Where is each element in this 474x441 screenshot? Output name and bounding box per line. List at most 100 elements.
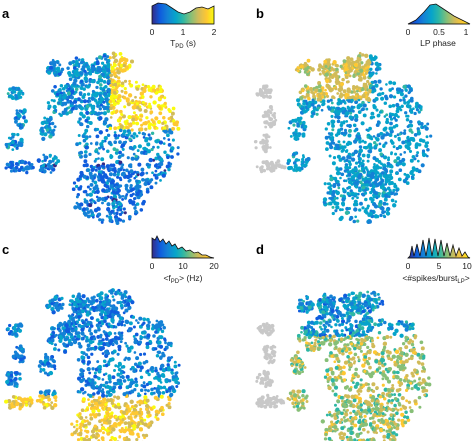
scatter-point <box>262 84 266 89</box>
scatter-point <box>282 165 287 170</box>
scatter-point <box>154 175 159 180</box>
scatter-point <box>137 144 142 149</box>
scatter-point <box>113 332 117 335</box>
scatter-point <box>340 201 346 206</box>
scatter-point <box>399 407 403 411</box>
scatter-point <box>398 98 403 102</box>
scatter-point <box>353 352 358 357</box>
scatter-point <box>342 120 346 123</box>
scatter-point <box>118 52 123 56</box>
scatter-point <box>40 127 44 131</box>
scatter-point <box>348 141 353 146</box>
scatter-point <box>90 352 94 356</box>
scatter-point <box>363 342 367 347</box>
scatter-point <box>359 431 363 435</box>
scatter-point <box>391 417 395 421</box>
scatter-point <box>94 142 99 146</box>
scatter-point <box>357 57 362 62</box>
scatter-point <box>382 127 387 132</box>
panel-b-histogram <box>407 3 471 25</box>
scatter-point <box>369 190 373 195</box>
scatter-point <box>421 389 425 393</box>
scatter-point <box>366 362 371 366</box>
scatter-point <box>80 309 85 314</box>
scatter-point <box>415 154 419 158</box>
scatter-point <box>96 391 100 395</box>
panel-b-tick-1: 0.5 <box>433 27 445 37</box>
scatter-point <box>97 369 102 374</box>
scatter-point <box>330 370 335 375</box>
scatter-point <box>379 132 382 136</box>
scatter-point <box>341 197 346 202</box>
scatter-point <box>325 78 330 84</box>
scatter-point <box>49 357 53 361</box>
scatter-point <box>142 381 146 385</box>
scatter-point <box>129 193 134 198</box>
scatter-point <box>397 105 402 111</box>
scatter-point <box>392 188 396 192</box>
scatter-point <box>94 95 97 98</box>
scatter-point <box>379 166 383 170</box>
scatter-point <box>360 166 366 171</box>
scatter-point <box>354 161 359 165</box>
scatter-point <box>80 71 84 76</box>
scatter-point <box>318 72 322 76</box>
scatter-point <box>41 163 46 168</box>
scatter-point <box>139 369 143 373</box>
scatter-point <box>331 161 336 166</box>
scatter-point <box>159 95 164 99</box>
scatter-point <box>97 55 103 60</box>
scatter-point <box>382 341 388 346</box>
scatter-point <box>71 75 75 79</box>
scatter-point <box>101 388 105 391</box>
scatter-point <box>121 194 125 198</box>
scatter-point <box>64 111 70 116</box>
scatter-point <box>143 392 147 396</box>
scatter-point <box>117 84 121 87</box>
scatter-point <box>93 173 97 177</box>
scatter-point <box>86 406 89 409</box>
scatter-point <box>147 120 151 124</box>
scatter-point <box>389 169 394 174</box>
scatter-point <box>146 149 152 154</box>
scatter-point <box>389 325 394 331</box>
scatter-point <box>139 352 143 357</box>
scatter-point <box>138 316 143 321</box>
scatter-point <box>292 161 297 165</box>
scatter-point <box>118 319 122 324</box>
scatter-point <box>171 375 176 379</box>
scatter-point <box>136 173 140 177</box>
scatter-point <box>394 152 398 156</box>
scatter-point <box>111 295 115 298</box>
scatter-point <box>416 151 420 155</box>
scatter-point <box>348 162 352 167</box>
scatter-point <box>349 189 353 193</box>
scatter-point <box>367 180 371 184</box>
scatter-point <box>361 100 365 105</box>
scatter-point <box>359 349 363 353</box>
scatter-point <box>118 385 123 390</box>
scatter-point <box>13 144 17 148</box>
scatter-point <box>81 359 86 364</box>
scatter-point <box>331 211 335 216</box>
scatter-point <box>120 293 125 298</box>
scatter-point <box>72 60 76 63</box>
scatter-point <box>84 353 89 357</box>
scatter-point <box>268 116 271 120</box>
scatter-point <box>131 187 136 191</box>
scatter-point <box>145 189 150 194</box>
scatter-point <box>123 358 127 362</box>
scatter-point <box>326 58 331 63</box>
scatter-point <box>71 337 75 342</box>
scatter-point <box>22 397 27 402</box>
scatter-point <box>120 153 125 157</box>
scatter-point <box>363 180 368 184</box>
scatter-point <box>307 100 312 105</box>
scatter-point <box>408 149 413 153</box>
scatter-point <box>364 352 368 356</box>
scatter-point <box>154 366 158 370</box>
scatter-point <box>159 179 162 182</box>
scatter-point <box>126 133 130 137</box>
scatter-point <box>139 407 143 411</box>
scatter-point <box>110 436 114 440</box>
